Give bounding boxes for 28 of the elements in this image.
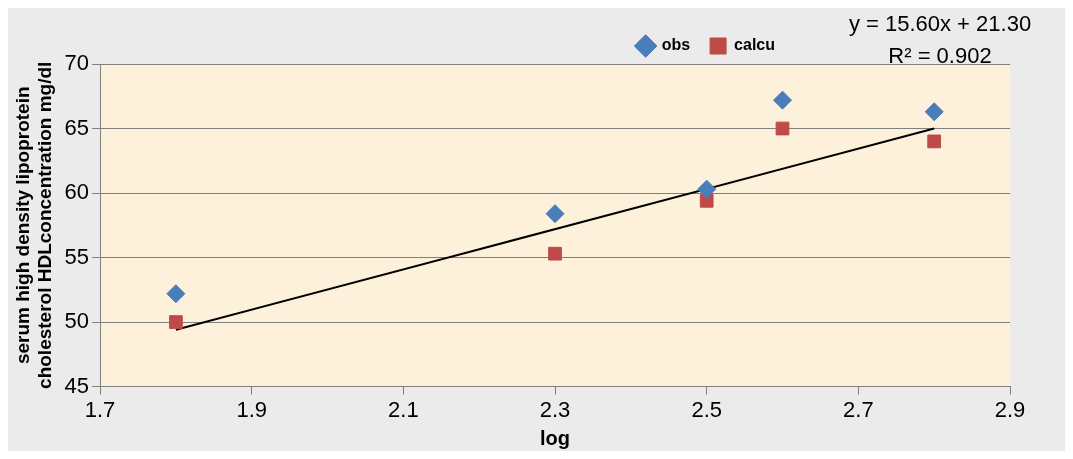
y-tick-label: 65 bbox=[64, 114, 90, 140]
y-tick-label: 70 bbox=[64, 50, 90, 76]
x-axis-title: log bbox=[540, 426, 571, 449]
y-tick-label: 55 bbox=[64, 243, 90, 269]
x-tick-label: 1.7 bbox=[84, 396, 116, 422]
point bbox=[775, 121, 790, 136]
point bbox=[697, 179, 717, 199]
point bbox=[169, 315, 183, 329]
point bbox=[166, 284, 186, 304]
y-tick-label: 60 bbox=[64, 179, 90, 205]
annotation: R² = 0.902 bbox=[888, 43, 992, 69]
x-tick-label: 2.3 bbox=[539, 396, 571, 422]
point bbox=[924, 102, 944, 122]
x-tick-label: 2.7 bbox=[843, 396, 874, 422]
text: y = 15.60x + 21.30 bbox=[848, 11, 1032, 37]
x-tick-label: 2.5 bbox=[691, 396, 722, 422]
x-tick-label: 2.1 bbox=[388, 396, 419, 422]
legend-label: obs bbox=[661, 36, 691, 54]
y-tick-label: 45 bbox=[64, 372, 90, 398]
x-tick-label: 2.9 bbox=[994, 396, 1026, 422]
legend-label: calcu bbox=[734, 36, 776, 54]
y-axis-title: serum high density lipoprotein cholesterol HDLconcentration mg/dl bbox=[11, 61, 56, 389]
point bbox=[927, 134, 942, 149]
point bbox=[773, 90, 793, 110]
point bbox=[545, 204, 565, 224]
x-tick-label: 1.9 bbox=[236, 396, 268, 422]
point bbox=[548, 246, 562, 261]
y-tick-label: 50 bbox=[64, 308, 90, 334]
